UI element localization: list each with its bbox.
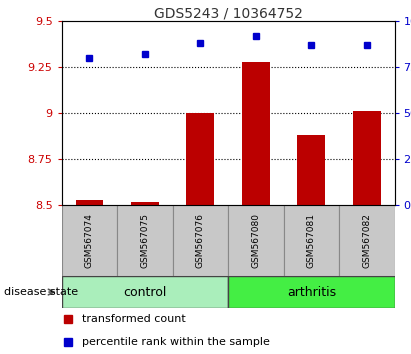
Bar xyxy=(353,112,381,205)
Bar xyxy=(173,205,228,276)
Text: transformed count: transformed count xyxy=(82,314,185,325)
Bar xyxy=(62,276,228,308)
Bar xyxy=(117,205,173,276)
Title: GDS5243 / 10364752: GDS5243 / 10364752 xyxy=(154,6,302,20)
Bar xyxy=(131,202,159,205)
Text: GSM567082: GSM567082 xyxy=(363,213,371,268)
Bar xyxy=(339,205,395,276)
Bar xyxy=(62,205,117,276)
Bar xyxy=(284,205,339,276)
Text: disease state: disease state xyxy=(4,287,78,297)
Text: GSM567076: GSM567076 xyxy=(196,213,205,268)
Text: percentile rank within the sample: percentile rank within the sample xyxy=(82,337,270,348)
Text: GSM567080: GSM567080 xyxy=(252,213,260,268)
Text: GSM567081: GSM567081 xyxy=(307,213,316,268)
Bar xyxy=(228,276,395,308)
Bar xyxy=(228,205,284,276)
Bar xyxy=(242,62,270,205)
Text: control: control xyxy=(123,286,166,298)
Text: GSM567075: GSM567075 xyxy=(141,213,149,268)
Bar xyxy=(76,200,103,205)
Text: GSM567074: GSM567074 xyxy=(85,213,94,268)
Bar xyxy=(298,135,325,205)
Bar xyxy=(187,113,214,205)
Text: arthritis: arthritis xyxy=(287,286,336,298)
